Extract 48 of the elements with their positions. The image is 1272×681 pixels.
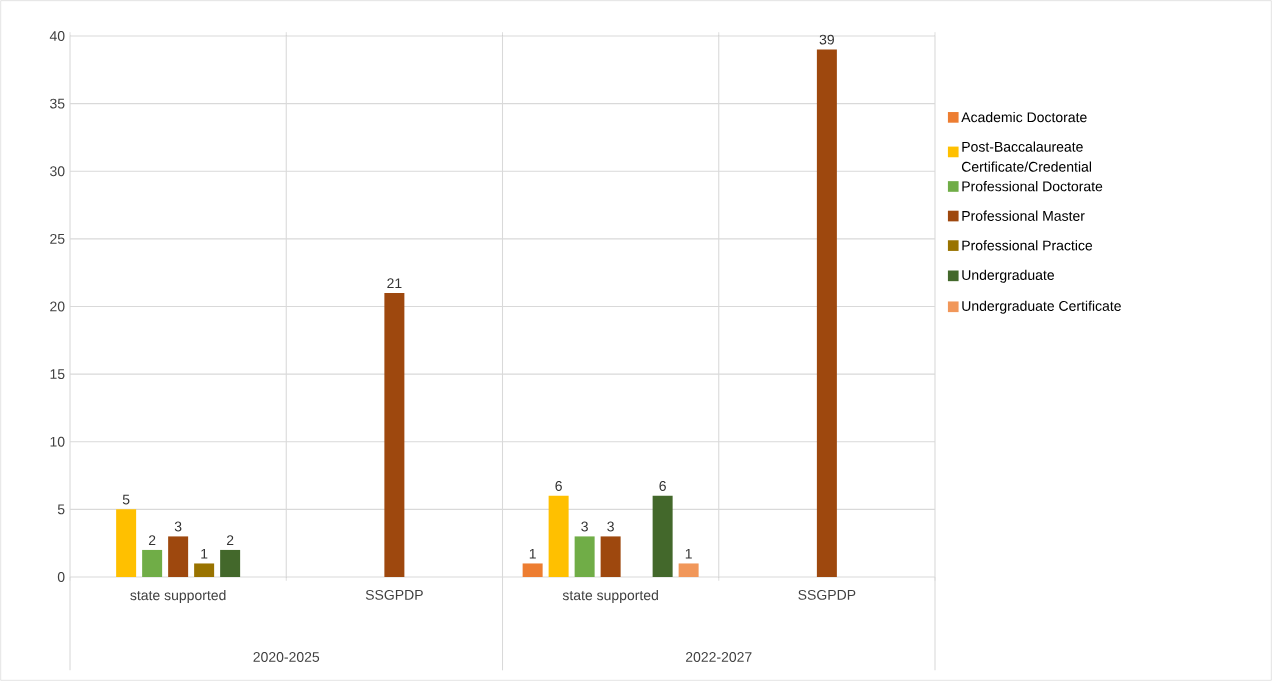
x-tick-label: SSGPDP (798, 589, 856, 600)
bar (652, 495, 673, 577)
bar (142, 549, 163, 577)
legend-label: Professional Doctorate (962, 181, 1103, 192)
data-label: 2 (226, 535, 234, 545)
bar (574, 536, 595, 577)
y-tick-label: 10 (50, 436, 65, 447)
data-label: 21 (387, 278, 402, 289)
y-tick-label: 15 (50, 369, 65, 380)
y-tick-label: 35 (50, 98, 65, 109)
bar (522, 563, 543, 577)
y-tick-label: 40 (49, 31, 65, 41)
legend-label: Undergraduate Certificate (962, 300, 1121, 314)
legend-label: Professional Master (962, 210, 1085, 221)
legend-label: Academic Doctorate (961, 111, 1087, 123)
data-label: 3 (174, 521, 182, 532)
legend-label: Undergraduate (962, 269, 1054, 283)
data-label: 3 (581, 521, 588, 532)
x-tick-label: SSGPDP (365, 589, 423, 600)
bar (168, 536, 189, 577)
bar (194, 563, 215, 577)
data-label: 2 (148, 535, 156, 545)
y-tick-label: 0 (57, 572, 65, 582)
y-tick-label: 25 (50, 233, 65, 244)
data-label: 39 (819, 34, 834, 45)
bar (548, 495, 569, 577)
text: 2020-2025 (253, 652, 320, 662)
data-label: 3 (607, 521, 614, 532)
data-label: 1 (529, 548, 536, 559)
bar (600, 536, 621, 577)
y-tick-label: 30 (50, 166, 65, 177)
x-tick-label: state supported (130, 589, 226, 603)
bar (116, 509, 137, 577)
legend-label: Professional Practice (962, 240, 1093, 251)
bar (384, 292, 405, 577)
data-label: 6 (659, 481, 666, 491)
text: 2022-2027 (685, 652, 752, 662)
bar (816, 49, 837, 577)
y-tick-label: 20 (50, 301, 65, 312)
bar (678, 563, 699, 577)
legend-label: Post-Baccalaureate Certificate/Credential (961, 141, 1092, 172)
data-label: 5 (122, 494, 130, 505)
data-label: 6 (555, 481, 562, 491)
data-label: 1 (201, 548, 208, 559)
data-label: 1 (685, 548, 692, 559)
bar (220, 549, 241, 577)
x-tick-label: state supported (562, 589, 658, 603)
y-tick-label: 5 (57, 504, 65, 515)
